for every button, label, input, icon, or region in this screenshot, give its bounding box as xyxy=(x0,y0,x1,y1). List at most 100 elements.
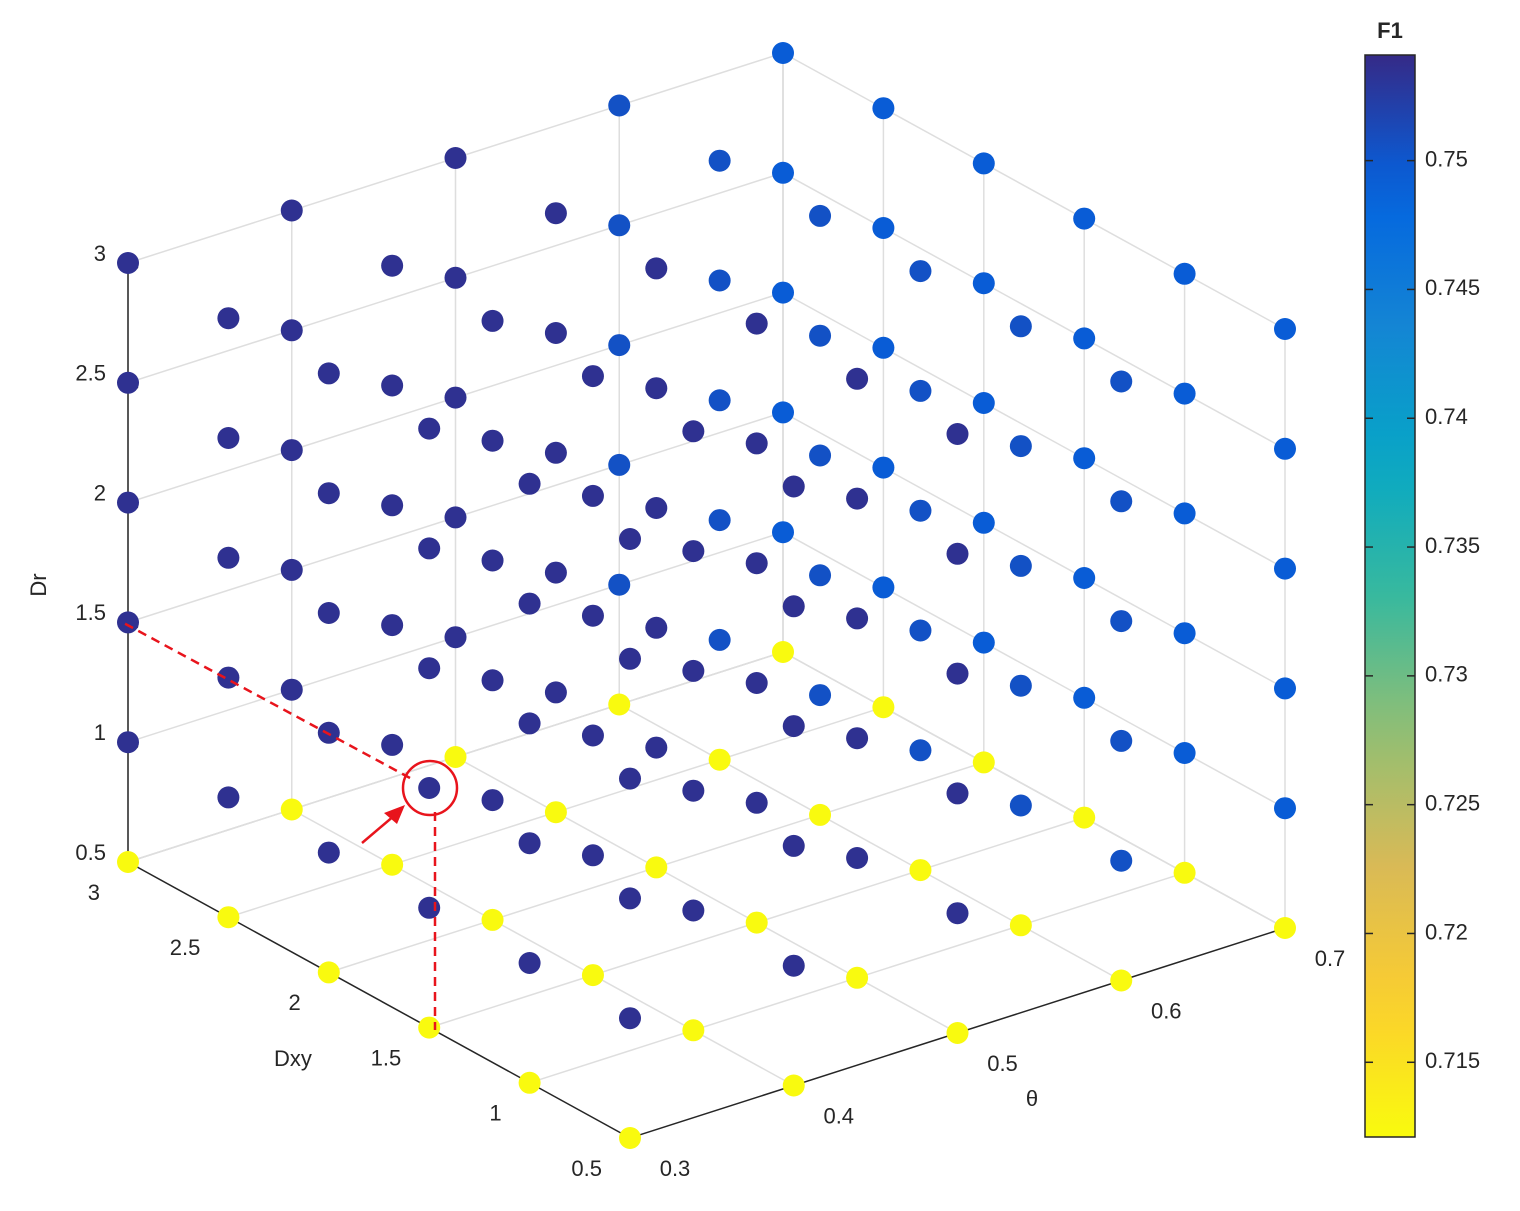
point xyxy=(1009,674,1032,697)
point xyxy=(782,1074,805,1097)
point xyxy=(1173,382,1196,405)
point xyxy=(909,739,932,762)
point xyxy=(909,859,932,882)
z-axis-label: Dr xyxy=(26,573,51,596)
point xyxy=(608,453,631,476)
point xyxy=(846,607,869,630)
point xyxy=(1073,567,1096,589)
point xyxy=(418,537,441,560)
point xyxy=(608,693,631,716)
point xyxy=(782,595,805,618)
point xyxy=(782,475,805,498)
point xyxy=(619,647,641,670)
point xyxy=(645,497,668,519)
point xyxy=(518,472,541,495)
point xyxy=(682,540,705,563)
point xyxy=(872,576,895,599)
grid xyxy=(127,52,1286,1139)
point xyxy=(1274,318,1296,340)
grid-line xyxy=(782,52,1286,330)
point xyxy=(117,371,139,394)
point xyxy=(581,604,604,627)
point xyxy=(972,272,995,295)
point xyxy=(444,746,467,768)
point xyxy=(1173,622,1196,645)
point xyxy=(280,798,303,821)
point xyxy=(544,681,567,704)
point xyxy=(117,731,139,754)
point xyxy=(117,491,139,514)
point xyxy=(682,899,705,922)
point xyxy=(1274,797,1296,820)
y-axis-label: Dxy xyxy=(274,1046,312,1071)
point xyxy=(1173,742,1196,764)
x-tick-label: 0.4 xyxy=(823,1103,854,1128)
point xyxy=(946,902,969,925)
x-tick-label: 0.5 xyxy=(987,1051,1018,1076)
grid-line xyxy=(618,703,1122,982)
point xyxy=(1073,327,1096,350)
point xyxy=(645,377,668,400)
point xyxy=(708,509,731,532)
point xyxy=(608,573,631,596)
point xyxy=(381,614,404,637)
z-tick-label: 1 xyxy=(94,720,106,745)
colorbar-ticks: 0.715 0.72 0.725 0.73 0.735 0.74 0.745 0.75 xyxy=(1365,146,1480,1073)
colorbar-tick-label: 0.725 xyxy=(1425,790,1480,815)
point xyxy=(809,803,832,826)
point xyxy=(782,834,805,857)
point xyxy=(1009,435,1032,458)
point xyxy=(317,362,340,385)
y-tick-label: 1 xyxy=(489,1101,501,1126)
point xyxy=(1274,677,1296,700)
point xyxy=(682,420,705,443)
point xyxy=(444,626,467,649)
point xyxy=(809,204,832,227)
point xyxy=(708,149,731,172)
point xyxy=(909,260,932,283)
grid-line xyxy=(782,172,1286,450)
point xyxy=(381,374,404,397)
point xyxy=(809,564,832,587)
point xyxy=(946,1022,969,1044)
colorbar-tick-label: 0.75 xyxy=(1425,146,1468,171)
grid-line xyxy=(782,291,1286,570)
point xyxy=(518,1071,541,1094)
point xyxy=(745,432,768,455)
point xyxy=(418,1016,441,1039)
point xyxy=(846,727,869,750)
point xyxy=(946,662,969,685)
point xyxy=(972,392,995,414)
point xyxy=(872,336,895,359)
grid-line xyxy=(782,531,1286,809)
point xyxy=(1073,207,1096,230)
point xyxy=(1110,490,1133,513)
points xyxy=(117,42,1296,1149)
point xyxy=(782,954,805,977)
point xyxy=(217,546,240,569)
point xyxy=(1073,806,1096,829)
point xyxy=(280,319,303,342)
z-tick-label: 2 xyxy=(94,480,106,505)
point xyxy=(972,511,995,534)
point xyxy=(1110,729,1133,752)
colorbar-tick-label: 0.73 xyxy=(1425,662,1468,687)
point xyxy=(381,733,404,756)
point xyxy=(1009,315,1032,338)
point xyxy=(619,887,641,910)
point xyxy=(418,417,441,440)
point xyxy=(745,312,768,335)
point xyxy=(772,641,794,663)
point xyxy=(381,494,404,517)
grid-line xyxy=(291,808,795,1087)
point xyxy=(1173,502,1196,525)
point xyxy=(772,161,794,184)
point xyxy=(608,214,631,237)
point xyxy=(444,147,467,169)
point xyxy=(217,906,240,929)
point xyxy=(518,952,541,974)
point xyxy=(381,254,404,277)
z-tick-label: 0.5 xyxy=(75,840,106,865)
point xyxy=(444,266,467,289)
point xyxy=(544,561,567,584)
